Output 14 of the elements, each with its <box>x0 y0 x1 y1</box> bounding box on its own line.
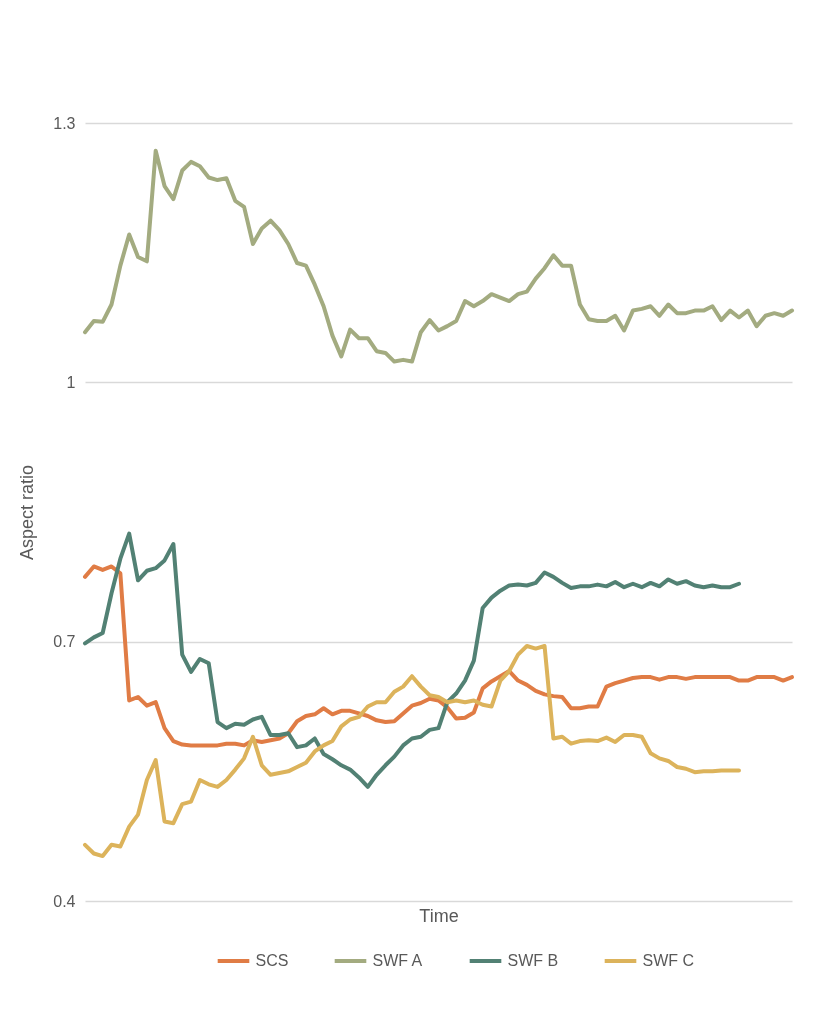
legend-label: SWF A <box>372 952 423 969</box>
line-series <box>83 564 794 748</box>
legend-label: SWF B <box>507 952 559 969</box>
line-series <box>83 643 741 859</box>
legend-label: SWF C <box>642 952 695 969</box>
line-series <box>83 148 794 364</box>
y-tick-label: 1 <box>66 373 76 391</box>
y-tick-label: 1.3 <box>53 114 76 132</box>
line-series <box>83 531 741 789</box>
x-axis-title: Time <box>419 905 459 926</box>
y-tick-label: 0.7 <box>53 633 76 651</box>
y-axis-title: Aspect ratio <box>17 464 38 561</box>
legend-label: SCS <box>255 952 289 969</box>
y-tick-label: 0.4 <box>53 892 76 910</box>
